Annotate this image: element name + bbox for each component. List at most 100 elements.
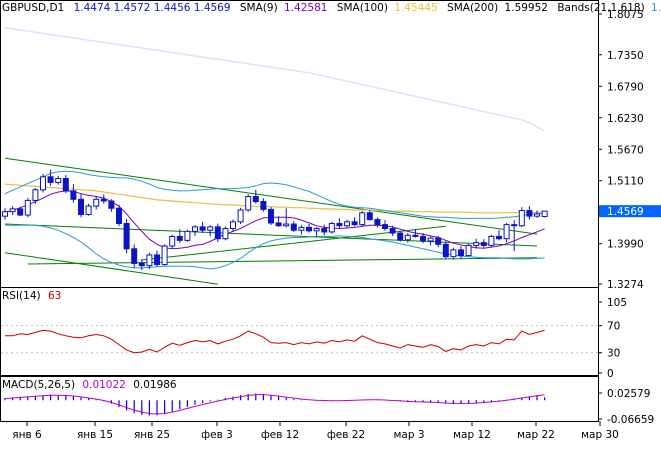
candle-body	[526, 210, 533, 217]
candle	[62, 175, 69, 194]
candle-body	[237, 209, 244, 223]
candle	[24, 198, 31, 218]
svg-text:RSI(14) 63: RSI(14) 63	[2, 290, 61, 302]
candle	[47, 169, 54, 186]
candle	[131, 244, 138, 268]
time-tick-label: янв 15	[77, 429, 113, 441]
price-tick-label: 1.5110	[607, 176, 644, 188]
candle	[230, 219, 236, 232]
rsi-value: 63	[48, 290, 61, 302]
candle-body	[336, 222, 343, 227]
candle-body	[116, 207, 122, 224]
candle	[389, 225, 396, 236]
candle-body	[252, 195, 259, 203]
candle	[496, 230, 502, 241]
candle-body	[70, 190, 77, 200]
candle-body	[503, 224, 510, 240]
time-tick-label: мар 30	[581, 429, 619, 441]
candle	[404, 233, 411, 243]
candle-body	[389, 228, 396, 234]
candle	[435, 235, 442, 248]
svg-text:GBPUSD,D1 1.4474 1.4572 1.: GBPUSD,D1 1.4474 1.4572 1.4456 1.4569 SM…	[2, 2, 661, 14]
candle-body	[138, 262, 145, 267]
candle	[93, 197, 100, 210]
rsi-label: RSI(14)	[2, 290, 41, 302]
legend-bands-value: 1.45299	[651, 2, 661, 14]
candle-body	[290, 223, 297, 231]
candle-body	[420, 235, 426, 242]
candle	[100, 194, 107, 204]
macd-panel-frame	[0, 376, 599, 422]
candle-body	[184, 230, 191, 241]
candle-body	[199, 226, 206, 231]
price-tick-label: 1.3990	[607, 239, 644, 251]
candle	[245, 194, 252, 212]
candle	[420, 233, 426, 244]
current-price-marker	[599, 205, 661, 218]
candle-body	[245, 195, 252, 211]
price-tick-label: 1.7350	[607, 50, 644, 62]
time-tick-label: мар 3	[393, 429, 424, 441]
candle	[9, 206, 16, 216]
candle-body	[154, 254, 160, 266]
channel-line-1	[4, 157, 538, 235]
candle	[85, 203, 92, 216]
band-upper-path	[4, 170, 545, 219]
candle	[138, 258, 145, 271]
candle-body	[192, 226, 198, 232]
rsi-indicator	[1, 325, 598, 354]
candle-body	[2, 211, 8, 217]
candle-body	[306, 226, 312, 232]
candle	[534, 210, 540, 218]
candle	[321, 224, 328, 236]
candle	[169, 234, 176, 249]
macd-signal-path	[4, 394, 545, 415]
candle-body	[9, 208, 16, 213]
candle-body	[123, 222, 130, 250]
candle	[374, 217, 381, 228]
candle-body	[534, 213, 540, 217]
legend-sma9-label: SMA(9)	[240, 2, 278, 14]
macd-tick-label: -0.06659	[607, 414, 654, 426]
candle	[70, 184, 77, 203]
candle	[283, 208, 290, 228]
candle	[237, 207, 244, 225]
candle	[442, 241, 449, 259]
time-tick-label: фев 3	[201, 429, 233, 441]
candle	[473, 238, 480, 249]
legend-ohlc: 1.4474 1.4572 1.4456 1.4569	[74, 2, 231, 14]
candle-body	[298, 226, 305, 231]
legend-sma9-value: 1.42581	[284, 2, 327, 14]
macd-value-1: 0.01022	[82, 379, 125, 391]
candle-body	[427, 237, 434, 242]
channel-line-3	[4, 252, 218, 285]
candle-body	[382, 224, 388, 230]
legend-bands-label: Bands(21,1.618)	[557, 2, 644, 14]
rsi-axis: 105 70 30 0	[598, 297, 627, 380]
candle	[306, 224, 312, 233]
price-tick-label: 1.8075	[607, 9, 644, 21]
candle-body	[24, 199, 31, 216]
legend-sma200-label: SMA(200)	[447, 2, 498, 14]
candle	[382, 220, 388, 231]
candle	[176, 229, 183, 244]
time-tick-label: фев 12	[261, 429, 299, 441]
candle-body	[496, 235, 502, 240]
candle-body	[85, 205, 92, 215]
candle-body	[55, 177, 62, 183]
candle-body	[207, 226, 214, 231]
channel-line-2	[4, 223, 538, 247]
price-tick-label: 1.3274	[607, 279, 644, 291]
candle-body	[351, 221, 358, 226]
candle-body	[465, 244, 472, 257]
candle	[397, 230, 404, 242]
candle-body	[473, 242, 480, 246]
candle-body	[313, 228, 320, 232]
candle	[366, 209, 373, 221]
svg-text:MACD(5,26,5) 0.01022 0: MACD(5,26,5) 0.01022 0.01986	[2, 379, 177, 391]
candle-body	[161, 245, 168, 266]
rsi-path	[5, 329, 545, 354]
legend-sma100-label: SMA(100)	[337, 2, 388, 14]
candle-body	[511, 224, 518, 227]
